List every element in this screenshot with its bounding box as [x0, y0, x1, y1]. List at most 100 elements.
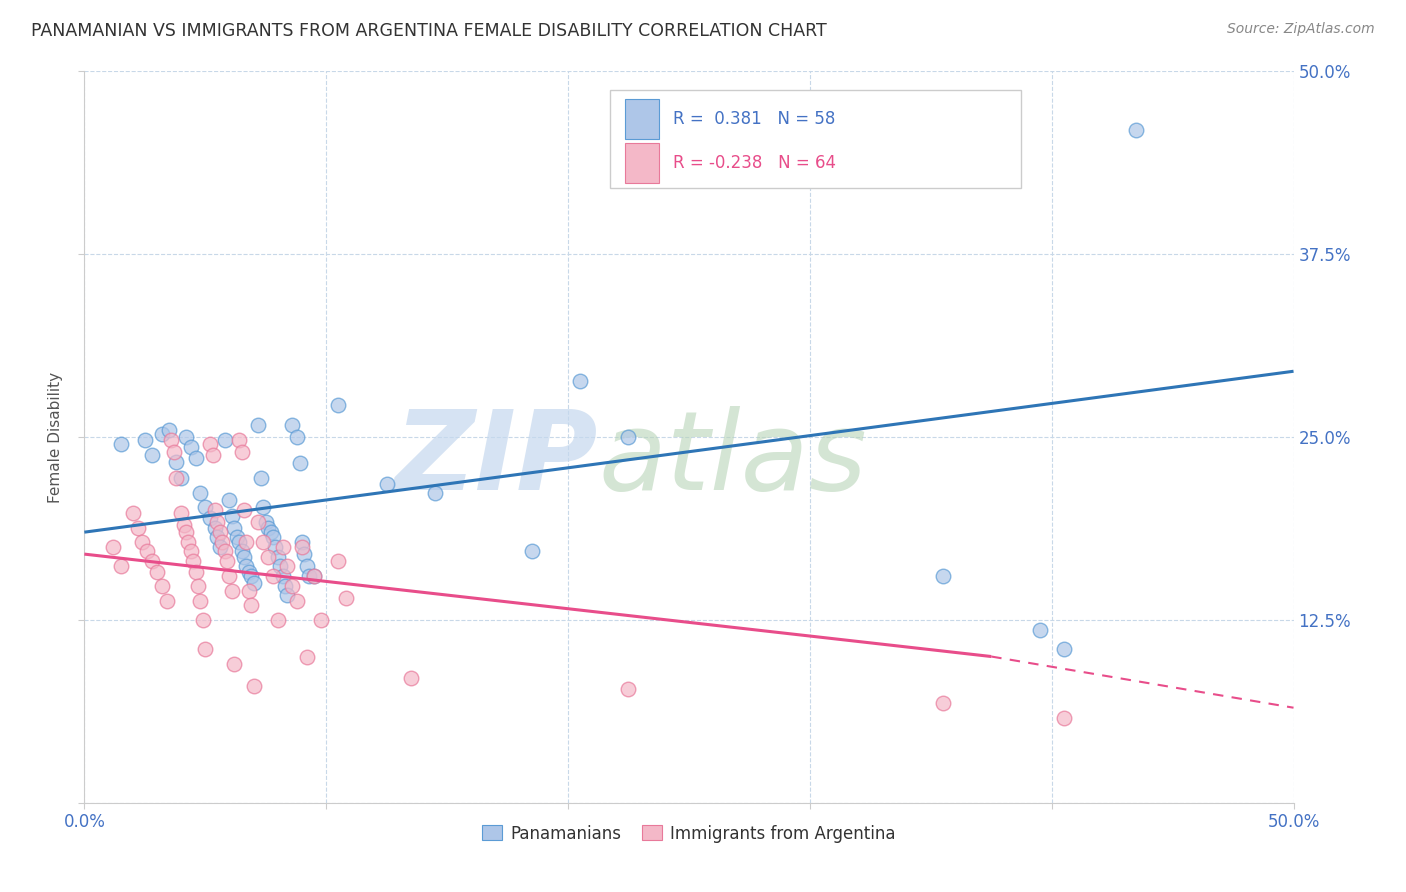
Point — [207, 530, 229, 544]
Point — [150, 427, 173, 442]
Point — [215, 554, 238, 568]
Point — [141, 554, 163, 568]
Point — [180, 544, 202, 558]
Point — [302, 569, 325, 583]
Point — [233, 549, 256, 564]
Point — [207, 515, 229, 529]
Point — [221, 509, 243, 524]
Point — [103, 540, 125, 554]
Point — [218, 493, 240, 508]
Point — [399, 672, 422, 686]
Point — [187, 579, 209, 593]
Point — [177, 535, 200, 549]
Point — [328, 554, 350, 568]
Point — [201, 448, 224, 462]
Point — [110, 437, 132, 451]
Text: PANAMANIAN VS IMMIGRANTS FROM ARGENTINA FEMALE DISABILITY CORRELATION CHART: PANAMANIAN VS IMMIGRANTS FROM ARGENTINA … — [31, 22, 827, 40]
Point — [190, 594, 212, 608]
Point — [150, 579, 173, 593]
Point — [617, 430, 640, 444]
Point — [134, 433, 156, 447]
Point — [238, 583, 260, 598]
Point — [110, 558, 132, 573]
Point — [281, 579, 304, 593]
Point — [121, 506, 143, 520]
Point — [218, 569, 240, 583]
Point — [170, 471, 193, 485]
Point — [127, 521, 149, 535]
Point — [231, 544, 253, 558]
Point — [224, 657, 246, 671]
Point — [247, 515, 270, 529]
Point — [271, 569, 294, 583]
Point — [288, 457, 311, 471]
Point — [285, 594, 308, 608]
Point — [194, 642, 217, 657]
Point — [163, 444, 186, 458]
Point — [231, 444, 253, 458]
Point — [291, 535, 314, 549]
Point — [131, 535, 153, 549]
Point — [252, 535, 274, 549]
Point — [262, 530, 284, 544]
Point — [271, 540, 294, 554]
Point — [173, 517, 195, 532]
Point — [267, 613, 290, 627]
Point — [238, 565, 260, 579]
Point — [204, 503, 226, 517]
Point — [198, 510, 221, 524]
Point — [181, 554, 204, 568]
Point — [298, 569, 321, 583]
Point — [233, 503, 256, 517]
Point — [617, 681, 640, 696]
Point — [208, 525, 231, 540]
Point — [194, 500, 217, 515]
Point — [198, 437, 221, 451]
Point — [141, 448, 163, 462]
FancyBboxPatch shape — [624, 143, 659, 183]
Text: R = -0.238   N = 64: R = -0.238 N = 64 — [673, 153, 837, 172]
Point — [1053, 711, 1076, 725]
Text: Source: ZipAtlas.com: Source: ZipAtlas.com — [1227, 22, 1375, 37]
Point — [191, 613, 214, 627]
Point — [190, 485, 212, 500]
Point — [274, 579, 297, 593]
Point — [569, 375, 592, 389]
FancyBboxPatch shape — [610, 90, 1022, 188]
Text: ZIP: ZIP — [395, 406, 599, 513]
Point — [174, 430, 197, 444]
Point — [184, 565, 207, 579]
Point — [160, 433, 183, 447]
Point — [276, 558, 298, 573]
Point — [204, 521, 226, 535]
Point — [302, 569, 325, 583]
Point — [240, 599, 263, 613]
Point — [264, 540, 287, 554]
Point — [269, 558, 291, 573]
Point — [295, 558, 318, 573]
Point — [267, 549, 290, 564]
Point — [165, 455, 187, 469]
FancyBboxPatch shape — [624, 99, 659, 139]
Point — [1028, 623, 1050, 637]
Point — [221, 583, 243, 598]
Point — [208, 540, 231, 554]
Point — [257, 521, 280, 535]
Point — [242, 576, 264, 591]
Point — [328, 398, 350, 412]
Point — [224, 521, 246, 535]
Point — [375, 476, 398, 491]
Point — [252, 500, 274, 515]
Point — [146, 565, 169, 579]
Point — [170, 506, 193, 520]
Point — [250, 471, 273, 485]
Point — [180, 440, 202, 454]
Point — [225, 530, 247, 544]
Point — [1053, 642, 1076, 657]
Point — [423, 485, 446, 500]
Point — [184, 450, 207, 465]
Point — [285, 430, 308, 444]
Point — [174, 525, 197, 540]
Point — [1125, 123, 1147, 137]
Point — [281, 418, 304, 433]
